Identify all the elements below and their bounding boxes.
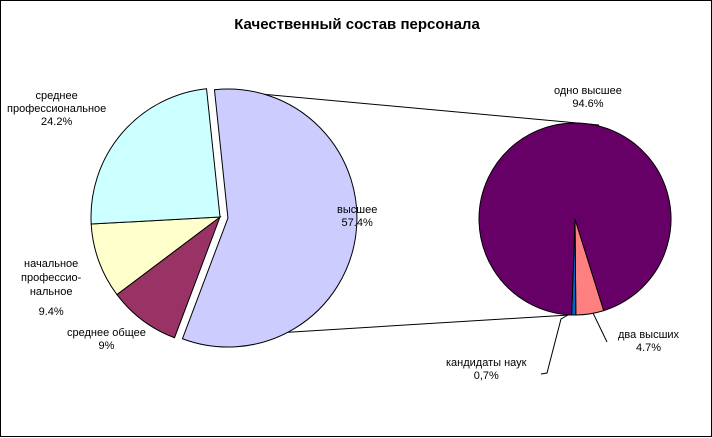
chart-title: Качественный состав персонала: [234, 16, 480, 33]
slice-label-candidates: кандидаты наук 0,7%: [446, 357, 527, 382]
pie-slice-высшее: [181, 88, 358, 348]
slice-label-initial-professional: начальное профессио- нальное 9.4%: [21, 258, 82, 318]
leader-line-candidates: [540, 314, 569, 375]
pie-slice-начальное: [90, 216, 222, 296]
slice-label-two-higher: два высших 4.7%: [618, 329, 680, 354]
slice-label-one-higher: одно высшее 94.6%: [554, 85, 622, 110]
slice-label-secondary-professional: среднее профессиональное 24.2%: [7, 90, 107, 128]
main-pie: [90, 88, 358, 348]
leader-lines: [540, 312, 608, 375]
slice-label-higher: высшее 57.4%: [337, 204, 378, 229]
pie-slice-среднее: [90, 88, 221, 225]
secondary-pie: [478, 122, 672, 316]
pie-slice-одно-высшее: [478, 122, 672, 316]
leader-line-two-higher: [592, 312, 608, 343]
slice-label-secondary-general: среднее общее 9%: [67, 327, 146, 352]
connector-line-top: [214, 89, 600, 126]
